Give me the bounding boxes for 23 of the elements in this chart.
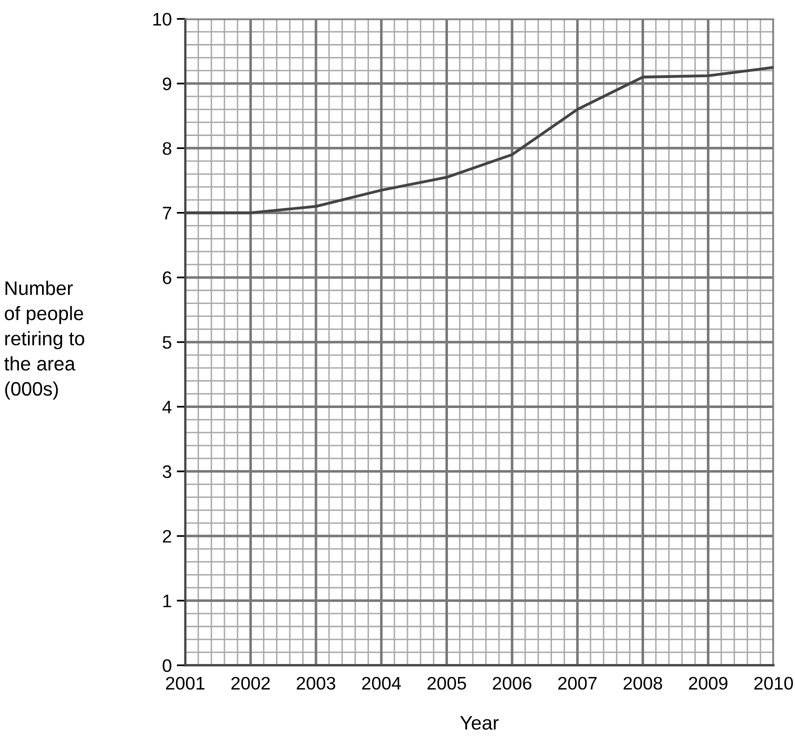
x-tick-label: 2006 (492, 676, 532, 690)
x-axis-title: Year (460, 716, 499, 730)
y-tick-label: 1 (163, 594, 172, 608)
x-tick-label: 2003 (296, 676, 336, 690)
y-tick-label: 2 (162, 530, 172, 543)
x-tick-label: 2004 (362, 676, 401, 690)
y-tick-label: 10 (153, 12, 172, 26)
y-tick-label: 4 (162, 400, 172, 414)
y-tick-label: 6 (162, 271, 172, 284)
x-tick-label: 2007 (558, 676, 597, 690)
y-tick-label: 5 (162, 336, 172, 349)
x-tick-label: 2001 (166, 676, 204, 690)
y-tick-label: 7 (162, 206, 172, 220)
y-tick-label: 9 (162, 77, 172, 90)
x-tick-label: 2002 (231, 676, 270, 690)
y-axis-title: Number of people retiring to the area (000s) (4, 280, 84, 400)
x-tick-label: 2009 (688, 676, 728, 690)
x-tick-label: 2010 (754, 676, 793, 690)
x-tick-label: 2005 (428, 676, 466, 690)
y-tick-label: 8 (162, 142, 172, 155)
y-tick-label: 3 (162, 465, 172, 478)
y-tick-label: 0 (162, 659, 172, 672)
x-tick-label: 2008 (624, 676, 662, 690)
